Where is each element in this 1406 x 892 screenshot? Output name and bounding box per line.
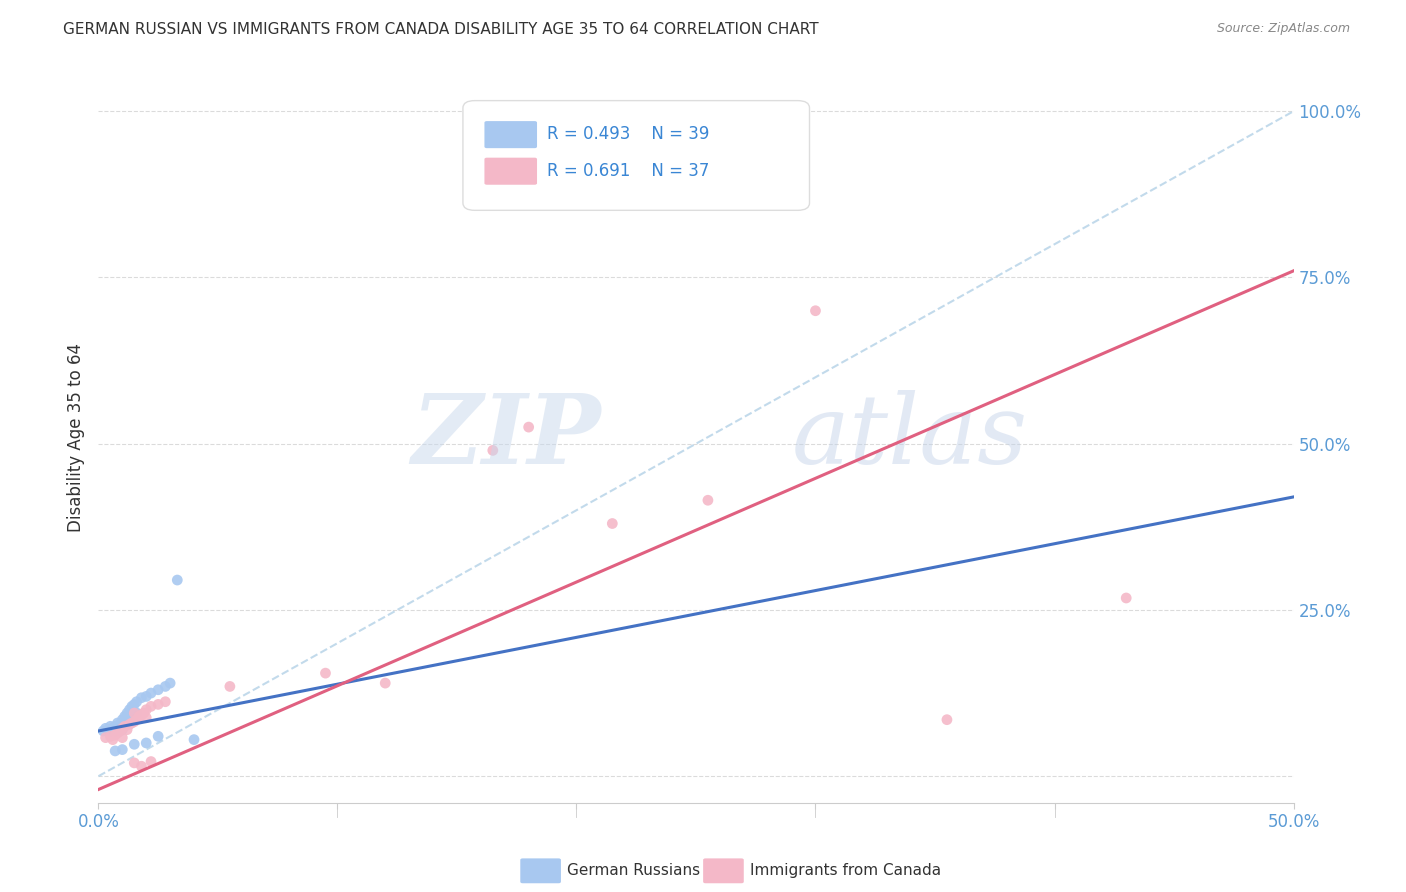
Point: [125, 695, 148, 709]
Point: [108, 717, 131, 731]
Point: [114, 709, 136, 723]
Point: [108, 723, 131, 738]
FancyBboxPatch shape: [703, 858, 744, 883]
Point: [219, 680, 242, 694]
Text: R = 0.691    N = 37: R = 0.691 N = 37: [547, 161, 709, 180]
Point: [374, 676, 396, 690]
Point: [697, 493, 720, 508]
Point: [104, 719, 127, 733]
Point: [148, 698, 170, 712]
Point: [148, 729, 170, 743]
Point: [111, 731, 134, 745]
Point: [108, 723, 131, 738]
Point: [155, 695, 177, 709]
Point: [101, 722, 124, 736]
Point: [111, 742, 134, 756]
Point: [104, 723, 127, 738]
Point: [118, 717, 141, 731]
Point: [132, 706, 155, 720]
FancyBboxPatch shape: [485, 121, 537, 148]
Point: [135, 711, 157, 725]
FancyBboxPatch shape: [520, 858, 561, 883]
Point: [315, 666, 337, 681]
Point: [148, 682, 170, 697]
Point: [602, 516, 624, 531]
Point: [111, 723, 134, 737]
Point: [98, 723, 122, 738]
Point: [159, 676, 181, 690]
Text: GERMAN RUSSIAN VS IMMIGRANTS FROM CANADA DISABILITY AGE 35 TO 64 CORRELATION CHA: GERMAN RUSSIAN VS IMMIGRANTS FROM CANADA…: [63, 22, 818, 37]
Point: [804, 303, 827, 318]
Point: [91, 723, 114, 738]
Y-axis label: Disability Age 35 to 64: Disability Age 35 to 64: [66, 343, 84, 532]
Text: atlas: atlas: [792, 390, 1028, 484]
Point: [139, 686, 162, 700]
Point: [124, 756, 146, 770]
Point: [94, 722, 117, 736]
Point: [481, 443, 505, 458]
Point: [111, 722, 134, 736]
Text: Source: ZipAtlas.com: Source: ZipAtlas.com: [1216, 22, 1350, 36]
Point: [183, 732, 205, 747]
Point: [139, 755, 162, 769]
Point: [166, 573, 188, 587]
FancyBboxPatch shape: [463, 101, 810, 211]
Point: [114, 717, 136, 731]
Point: [124, 708, 146, 723]
Point: [1115, 591, 1137, 605]
Point: [121, 716, 143, 731]
Point: [94, 731, 117, 745]
Point: [114, 719, 136, 733]
Text: ZIP: ZIP: [411, 390, 600, 484]
Point: [121, 699, 143, 714]
Point: [125, 713, 148, 727]
Point: [111, 713, 134, 727]
Point: [131, 708, 153, 723]
Point: [115, 723, 138, 737]
Point: [107, 716, 129, 731]
Point: [135, 690, 157, 704]
Point: [124, 737, 146, 751]
Point: [115, 714, 138, 729]
FancyBboxPatch shape: [485, 158, 537, 185]
Point: [124, 714, 146, 729]
Point: [98, 719, 122, 733]
Point: [135, 703, 157, 717]
Point: [131, 759, 153, 773]
Point: [98, 729, 122, 743]
Point: [131, 690, 153, 705]
Point: [97, 723, 120, 737]
Point: [118, 703, 141, 717]
Point: [936, 713, 959, 727]
Point: [107, 722, 129, 736]
Point: [104, 728, 127, 742]
Point: [128, 709, 150, 723]
Point: [135, 736, 157, 750]
Point: [101, 732, 124, 747]
Text: Immigrants from Canada: Immigrants from Canada: [749, 863, 941, 879]
Point: [125, 706, 148, 720]
Text: German Russians: German Russians: [567, 863, 700, 879]
Point: [155, 680, 177, 694]
Point: [517, 420, 540, 434]
Point: [118, 711, 141, 725]
Point: [121, 709, 143, 723]
Point: [104, 744, 127, 758]
Point: [115, 706, 138, 720]
Text: R = 0.493    N = 39: R = 0.493 N = 39: [547, 125, 709, 144]
Point: [124, 698, 146, 712]
Point: [107, 726, 129, 740]
Point: [139, 699, 162, 714]
Point: [124, 706, 146, 720]
